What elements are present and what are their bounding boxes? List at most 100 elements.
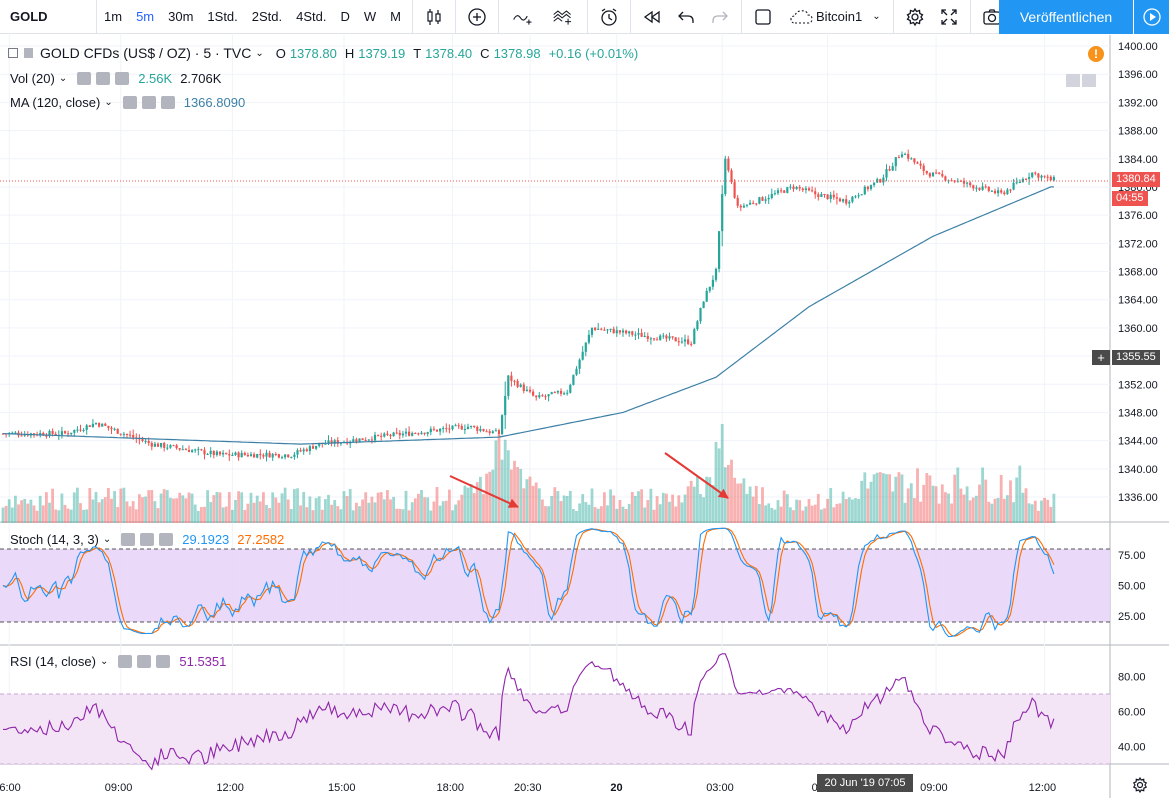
volume-bar	[392, 496, 395, 523]
chevron-down-icon[interactable]: ⌄	[102, 534, 112, 545]
publish-button[interactable]: Veröffentlichen	[999, 0, 1133, 34]
candle-body	[305, 449, 308, 452]
eye-icon[interactable]	[121, 533, 136, 546]
chevron-down-icon[interactable]: ⌄	[58, 73, 68, 84]
interval-30m[interactable]: 30m	[168, 8, 194, 24]
volume-bar	[841, 491, 845, 523]
volume-bar	[311, 510, 315, 523]
annotations	[449, 452, 729, 508]
eye-icon[interactable]	[77, 72, 92, 85]
volume-bar	[968, 500, 972, 523]
eye-icon[interactable]	[118, 655, 133, 668]
volume-bar	[556, 491, 560, 523]
fullscreen-square-icon[interactable]	[746, 0, 780, 34]
volume-bar	[358, 506, 361, 523]
candle-body	[652, 338, 656, 340]
chevron-down-icon[interactable]: ⌄	[255, 47, 264, 59]
volume-bar	[17, 504, 20, 523]
candle-body	[460, 425, 463, 430]
interval-w[interactable]: W	[363, 8, 377, 24]
stoch-legend: Stoch (14, 3, 3) ⌄ 29.1923 27.2582	[10, 532, 284, 547]
indicators-icon[interactable]	[503, 0, 543, 34]
undo-icon[interactable]	[669, 0, 703, 34]
candle-body	[829, 194, 832, 199]
templates-icon[interactable]	[543, 0, 583, 34]
candle-body	[897, 157, 900, 159]
settings-icon[interactable]	[96, 72, 111, 85]
close-icon[interactable]	[156, 655, 171, 668]
interval-2std[interactable]: 2Std.	[251, 8, 283, 24]
volume-bar	[888, 474, 891, 523]
volume-bar	[144, 496, 147, 523]
interval-4std[interactable]: 4Std.	[296, 8, 327, 24]
candle-body	[234, 452, 237, 456]
settings-icon[interactable]	[141, 96, 156, 109]
gear-icon[interactable]	[898, 0, 932, 34]
scale-arrows[interactable]	[1066, 74, 1098, 87]
candle-body	[804, 188, 807, 191]
candle-body	[1040, 175, 1043, 178]
stoch-label[interactable]: Stoch (14, 3, 3)	[10, 532, 99, 547]
chart-canvas[interactable]: 1400.00 1396.00 1392.00 1388.00 1384.00 1380.…	[0, 35, 1169, 798]
layout-selector[interactable]: Bitcoin1 ⌄	[780, 0, 889, 34]
eye-icon[interactable]	[122, 96, 137, 109]
replay-icon[interactable]	[635, 0, 669, 34]
interval-d[interactable]: D	[340, 8, 350, 24]
volume-bar	[1052, 493, 1056, 523]
ma-label[interactable]: MA (120, close)	[10, 95, 101, 110]
crosshair-plus-icon[interactable]: +	[1092, 350, 1110, 365]
volume-label[interactable]: Vol (20)	[10, 71, 55, 86]
publish-menu-button[interactable]	[1133, 0, 1169, 34]
volume-bar	[981, 467, 984, 523]
series-title[interactable]: GOLD CFDs (US$ / OZ) · 5 · TVC	[40, 45, 252, 61]
volume-bar	[296, 488, 299, 523]
candle-body	[1009, 189, 1012, 191]
arrow-up-icon[interactable]	[1082, 74, 1096, 87]
close-icon[interactable]	[115, 72, 130, 85]
candle-body	[60, 431, 63, 435]
warning-icon[interactable]: !	[1088, 46, 1104, 62]
interval-5m[interactable]: 5m	[136, 8, 155, 24]
candle-body	[206, 454, 209, 456]
redo-icon[interactable]	[703, 0, 737, 34]
settings-icon[interactable]	[137, 655, 152, 668]
close-icon[interactable]	[159, 533, 174, 546]
candle-body	[256, 454, 259, 458]
interval-m[interactable]: M	[390, 8, 402, 24]
symbol-search[interactable]: GOLD	[0, 0, 97, 34]
volume-legend: Vol (20) ⌄ 2.56K 2.706K	[10, 71, 221, 86]
collapse-icon[interactable]	[8, 48, 18, 58]
volume-bar	[45, 492, 48, 523]
chart-type-icon[interactable]	[417, 0, 451, 34]
chevron-down-icon[interactable]: ⌄	[99, 656, 109, 667]
rsi-label[interactable]: RSI (14, close)	[10, 654, 96, 669]
volume-bar	[609, 489, 612, 523]
arrow-down-icon[interactable]	[1066, 74, 1080, 87]
candle-body	[54, 433, 57, 435]
candle-body	[693, 329, 696, 344]
candle-body	[432, 428, 435, 430]
compare-add-icon[interactable]	[460, 0, 494, 34]
volume-bar	[286, 499, 290, 523]
expand-icon[interactable]	[932, 0, 966, 34]
candle-body	[773, 193, 776, 195]
volume-bar	[736, 483, 740, 523]
volume-bar	[754, 485, 758, 523]
alert-clock-icon[interactable]	[592, 0, 626, 34]
time-tick-label: 20:30	[514, 782, 542, 794]
volume-bar	[618, 499, 622, 523]
chevron-down-icon[interactable]: ⌄	[104, 97, 113, 108]
interval-1m[interactable]: 1m	[104, 8, 123, 24]
candle-body	[671, 336, 674, 338]
volume-bar	[10, 507, 14, 523]
settings-icon[interactable]	[140, 533, 155, 546]
volume-bar	[671, 494, 674, 523]
volume-bar	[630, 491, 634, 523]
candle-body	[1015, 182, 1018, 184]
close-icon[interactable]	[160, 96, 175, 109]
volume-bar	[1033, 500, 1037, 523]
axis-gear-icon[interactable]	[1131, 776, 1149, 799]
interval-1std[interactable]: 1Std.	[207, 8, 238, 24]
volume-bar	[950, 503, 953, 523]
candle-body	[389, 434, 392, 437]
